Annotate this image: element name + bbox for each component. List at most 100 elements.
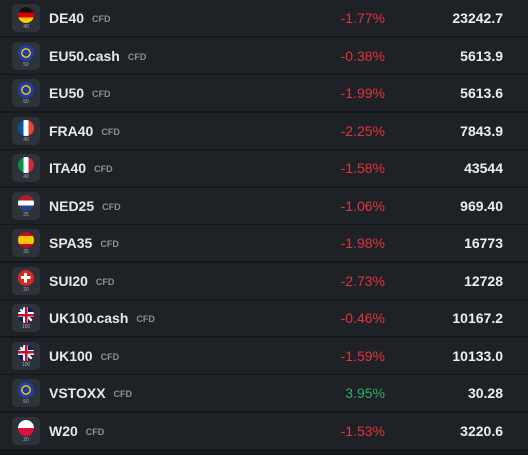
icon-label: 100 [21, 324, 31, 330]
symbol: NED25 CFD [49, 198, 121, 214]
flag-icon: 50 [12, 41, 40, 70]
instrument-tag: CFD [94, 164, 113, 174]
flag [18, 44, 34, 61]
price: 5613.6 [460, 85, 503, 101]
price: 3220.6 [460, 422, 503, 439]
change-percent: -1.98% [340, 235, 385, 251]
icon-label: 20 [23, 436, 29, 443]
flag [18, 344, 34, 361]
price: 969.40 [460, 197, 503, 214]
flag-icon: 20 [12, 416, 40, 445]
instrument-row[interactable]: 20 W20 CFD -1.53% 3220.6 [0, 412, 528, 449]
flag-icon: 40 [12, 4, 40, 32]
symbol-name: EU50.cash [49, 47, 120, 64]
flag [18, 119, 34, 136]
price: 5613.9 [460, 47, 503, 64]
symbol: SUI20 CFD [49, 273, 114, 289]
symbol: EU50 CFD [49, 85, 111, 101]
price: 10167.2 [452, 310, 503, 326]
instrument-tag: CFD [113, 389, 133, 399]
price: 16773 [464, 235, 503, 251]
instrument-row[interactable]: 50 EU50.cash CFD -0.38% 5613.9 [0, 37, 528, 74]
flag [18, 194, 34, 211]
icon-label: 40 [23, 174, 29, 180]
instrument-row[interactable]: 25 NED25 CFD -1.06% 969.40 [0, 187, 528, 224]
instrument-row[interactable]: 50 EU50 CFD -1.99% 5613.6 [0, 75, 528, 111]
flag-icon: 50 [12, 79, 40, 107]
price: 12728 [464, 272, 503, 289]
symbol: VSTOXX CFD [49, 385, 132, 401]
symbol-name: EU50 [49, 85, 85, 101]
symbol-name: UK100 [49, 347, 93, 364]
icon-label: 100 [21, 361, 31, 368]
instrument-tag: CFD [102, 201, 121, 212]
flag-icon: 35 [12, 229, 40, 257]
instrument-tag: CFD [95, 276, 115, 287]
instrument-row[interactable]: 40 DE40 CFD -1.77% 23242.7 [0, 0, 528, 36]
flag [18, 269, 34, 286]
change-percent: -0.46% [340, 310, 385, 326]
symbol-name: VSTOXX [49, 385, 106, 401]
icon-label: 40 [23, 24, 29, 30]
instrument-row[interactable]: 40 FRA40 CFD -2.25% 7843.9 [0, 112, 528, 149]
change-percent: -2.25% [340, 122, 385, 139]
instrument-row[interactable]: 100 UK100 CFD -1.59% 10133.0 [0, 337, 528, 374]
change-percent: -2.73% [340, 272, 385, 289]
symbol-name: ITA40 [49, 160, 87, 176]
flag-icon: 100 [12, 304, 40, 332]
symbol-name: UK100.cash [49, 310, 129, 326]
symbol: ITA40 CFD [49, 160, 113, 176]
symbol: FRA40 CFD [49, 123, 120, 139]
change-percent: -1.53% [340, 422, 385, 439]
symbol-name: FRA40 [49, 122, 94, 139]
instrument-row[interactable]: 50 VSTOXX CFD 3.95% 30.28 [0, 375, 528, 411]
change-percent: -1.59% [340, 347, 385, 364]
icon-label: 50 [23, 61, 29, 68]
instrument-tag: CFD [100, 239, 119, 249]
flag-icon: 40 [12, 154, 40, 182]
instrument-tag: CFD [92, 89, 111, 99]
flag-icon: 100 [12, 341, 40, 370]
flag-icon: 50 [12, 379, 40, 407]
symbol: EU50.cash CFD [49, 48, 146, 64]
symbol: W20 CFD [49, 423, 104, 439]
price: 30.28 [467, 385, 503, 401]
symbol: UK100 CFD [49, 348, 119, 364]
flag-icon: 20 [12, 266, 40, 295]
flag-icon: 25 [12, 191, 40, 220]
price: 7843.9 [460, 122, 503, 139]
instrument-tag: CFD [136, 314, 155, 324]
instrument-tag: CFD [85, 426, 105, 437]
symbol: DE40 CFD [49, 10, 111, 26]
symbol: UK100.cash CFD [49, 310, 155, 326]
symbol: SPA35 CFD [49, 235, 119, 251]
instrument-row[interactable]: 40 ITA40 CFD -1.58% 43544 [0, 150, 528, 186]
change-percent: -1.77% [340, 10, 385, 26]
symbol-name: W20 [49, 422, 78, 439]
change-percent: -1.58% [340, 160, 385, 176]
icon-label: 25 [23, 211, 29, 218]
price: 10133.0 [452, 347, 503, 364]
symbol-name: SPA35 [49, 235, 93, 251]
symbol-name: SUI20 [49, 272, 88, 289]
icon-label: 50 [23, 399, 29, 405]
change-percent: -1.99% [340, 85, 385, 101]
instrument-tag: CFD [100, 351, 120, 362]
flag [18, 7, 34, 23]
instrument-row[interactable]: 20 SUI20 CFD -2.73% 12728 [0, 262, 528, 299]
change-percent: -1.06% [340, 197, 385, 214]
icon-label: 40 [23, 136, 29, 143]
price: 23242.7 [452, 10, 503, 26]
icon-label: 20 [23, 286, 29, 293]
flag [18, 232, 34, 248]
instrument-row[interactable]: 35 SPA35 CFD -1.98% 16773 [0, 225, 528, 261]
change-percent: 3.95% [345, 385, 385, 401]
flag [18, 419, 34, 436]
flag [18, 157, 34, 173]
icon-label: 50 [23, 99, 29, 105]
flag [18, 307, 34, 323]
instrument-row[interactable]: 100 UK100.cash CFD -0.46% 10167.2 [0, 300, 528, 336]
symbol-name: DE40 [49, 10, 85, 26]
flag [18, 82, 34, 98]
